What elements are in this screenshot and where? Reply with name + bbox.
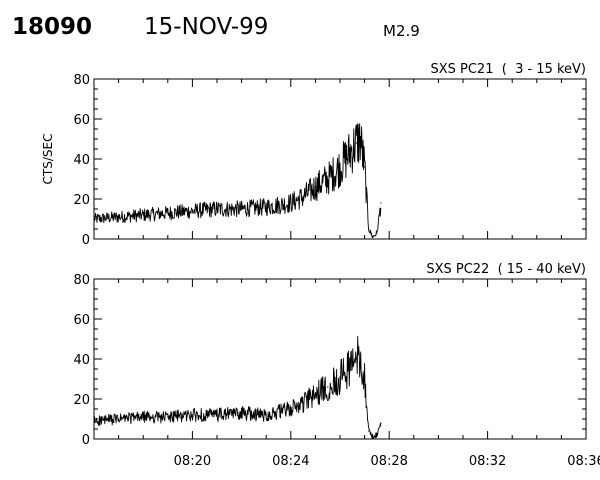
y-tick-label: 20 (73, 193, 90, 208)
data-point (118, 418, 120, 420)
data-point (368, 228, 370, 230)
data-point (216, 414, 218, 416)
y-tick-label: 60 (73, 313, 90, 328)
chart-panel-2: 0 20 40 60 80 08:20 08:24 08:28 08:32 08:36 SXS PC… (73, 262, 600, 469)
data-point (359, 138, 362, 140)
data-point (290, 202, 292, 204)
data-point (327, 178, 329, 180)
data-point (93, 420, 95, 422)
data-point (359, 354, 362, 356)
y-tick-label: 20 (73, 393, 90, 408)
data-point (241, 412, 243, 414)
y-axis-label: CTS/SEC (41, 134, 55, 185)
x-tick-label: 08:36 (567, 454, 600, 469)
data-point (265, 414, 267, 416)
series-line (93, 335, 382, 440)
y-tick-label: 80 (73, 273, 90, 288)
data-point (265, 206, 267, 208)
data-point (376, 232, 378, 234)
data-point (355, 358, 357, 360)
data-point (327, 386, 329, 388)
x-tick-label: 08:20 (174, 454, 211, 469)
x-tick-label: 08:32 (469, 454, 506, 469)
data-point (142, 214, 144, 216)
y-tick-label: 40 (73, 353, 90, 368)
chart-panel-1: 0 20 40 60 80 SXS PC21 ( 3 - 15 keV) CTS/SEC (41, 62, 587, 248)
data-point (290, 408, 292, 410)
data-point (191, 210, 193, 212)
plot-frame (93, 78, 587, 240)
flare-class: M2.9 (383, 22, 420, 40)
data-point (241, 208, 243, 210)
data-point (302, 402, 304, 404)
series-line (93, 123, 382, 239)
data-point (380, 422, 382, 424)
data-point (142, 416, 144, 418)
y-tick-label: 60 (73, 113, 90, 128)
data-point (167, 212, 169, 214)
y-tick-label: 40 (73, 153, 90, 168)
y-tick-label: 0 (82, 233, 90, 248)
y-tick-label: 0 (82, 433, 90, 448)
y-tick-label: 80 (73, 73, 90, 88)
data-point (118, 216, 120, 218)
data-point (372, 236, 374, 238)
panel-title: SXS PC21 ( 3 - 15 keV) (430, 62, 586, 77)
data-point (347, 154, 349, 156)
data-point (93, 218, 95, 220)
data-point (364, 378, 366, 380)
data-point (314, 186, 316, 188)
data-point (376, 434, 378, 436)
panel-title: SXS PC22 ( 15 - 40 keV) (426, 262, 586, 277)
data-point (364, 166, 366, 168)
data-point (339, 166, 341, 168)
data-point (368, 430, 370, 432)
data-point (314, 394, 316, 396)
data-point (167, 416, 169, 418)
data-point (347, 368, 349, 370)
data-point (191, 414, 193, 416)
event-id: 18090 (12, 14, 93, 40)
data-point (380, 202, 382, 204)
data-point (339, 376, 341, 378)
data-point (302, 196, 304, 198)
data-point (216, 208, 218, 210)
data-point (372, 436, 374, 438)
event-date: 15-NOV-99 (144, 14, 269, 40)
data-point (355, 142, 357, 144)
x-tick-label: 08:24 (272, 454, 309, 469)
x-tick-label: 08:28 (370, 454, 407, 469)
